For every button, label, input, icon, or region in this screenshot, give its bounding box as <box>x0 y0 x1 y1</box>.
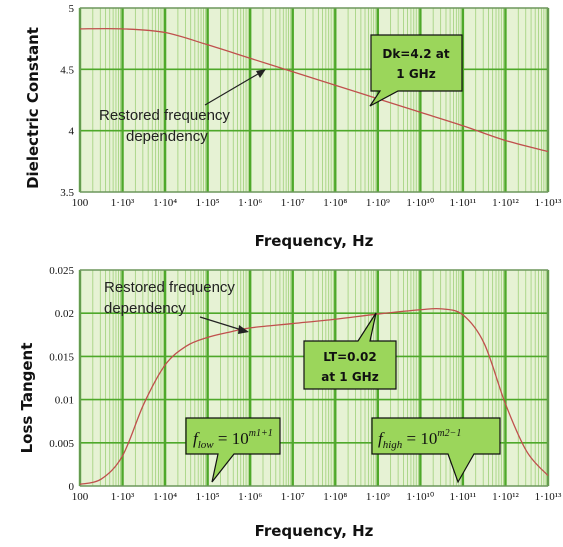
top-callout-shape <box>369 34 463 107</box>
x-tick-label: 1·10³ <box>111 491 135 503</box>
x-tick-label: 1·10¹⁰ <box>406 491 434 503</box>
x-tick-label: 1·10⁵ <box>196 491 220 503</box>
dielectric-constant-line <box>79 27 549 153</box>
flow-formula: flow = 10m1+1 <box>193 428 273 451</box>
y-tick-label: 4.5 <box>60 64 74 76</box>
bottom-plot-frame <box>79 269 549 487</box>
top-callout: Dk=4.2 at 1 GHz <box>369 34 463 107</box>
x-tick-label: 1·10⁹ <box>366 491 390 503</box>
x-tick-label: 1·10¹³ <box>535 491 562 503</box>
bottom-lt-callout: LT=0.02 at 1 GHz <box>303 312 397 390</box>
x-tick-label: 1·10¹² <box>492 197 519 209</box>
x-tick-label: 1·10⁶ <box>238 197 262 209</box>
y-tick-label: 0.01 <box>55 395 74 407</box>
flow-exp: m1+1 <box>249 428 273 439</box>
y-tick-label: 0 <box>69 481 75 493</box>
y-tick-label: 0.015 <box>49 351 74 363</box>
y-tick-label: 0.005 <box>49 438 74 450</box>
x-tick-label: 1·10¹² <box>492 491 519 503</box>
x-tick-label: 1·10¹⁰ <box>406 197 434 209</box>
x-tick-label: 1·10⁴ <box>153 491 177 503</box>
top-callout-line-1: Dk=4.2 at <box>382 47 450 61</box>
x-tick-label: 1·10⁷ <box>281 197 305 209</box>
top-y-ticks: 3.5 4 4.5 5 <box>60 3 74 199</box>
flow-callout-shape <box>185 417 281 483</box>
y-tick-label: 0.02 <box>55 308 74 320</box>
x-tick-label: 1·10¹¹ <box>450 491 477 503</box>
top-plot-frame <box>79 7 549 193</box>
bottom-note-arrowhead <box>238 325 249 334</box>
top-callout-line-2: 1 GHz <box>396 67 435 81</box>
flow-eq: = 10 <box>214 429 249 448</box>
y-tick-label: 5 <box>69 3 75 15</box>
top-note-line-1: Restored frequency <box>99 107 230 124</box>
x-tick-label: 1·10¹¹ <box>450 197 477 209</box>
bottom-lt-callout-shape <box>303 312 397 390</box>
x-tick-label: 1·10⁸ <box>323 197 347 209</box>
top-note-arrow <box>204 70 264 106</box>
flow-sub: low <box>198 439 215 451</box>
bottom-y-ticks: 0 0.005 0.01 0.015 0.02 0.025 <box>49 265 74 493</box>
flow-callout: flow = 10m1+1 <box>185 417 281 483</box>
x-tick-label: 1·10⁷ <box>281 491 305 503</box>
loss-tangent-chart: 0 0.005 0.01 0.015 0.02 0.025 100 1·10³ 1·10⁴ 1·… <box>18 265 562 540</box>
fhigh-callout: fhigh = 10m2−1 <box>371 417 501 484</box>
fhigh-exp: m2−1 <box>437 428 461 439</box>
flow-base: f <box>193 429 200 448</box>
x-tick-label: 1·10⁵ <box>196 197 220 209</box>
top-note-arrowhead <box>256 69 266 78</box>
bottom-y-axis-title: Loss Tangent <box>18 343 36 454</box>
top-note-line-2: dependency <box>126 128 208 145</box>
fhigh-base: f <box>378 429 385 448</box>
bottom-x-axis-title: Frequency, Hz <box>255 522 374 540</box>
bottom-note-arrow <box>199 316 246 332</box>
bottom-note-line-2: dependency <box>104 300 186 317</box>
bottom-note-line-1: Restored frequency <box>104 279 235 296</box>
x-tick-label: 100 <box>72 491 89 503</box>
y-tick-label: 0.025 <box>49 265 74 277</box>
top-plot-area <box>80 8 548 192</box>
x-tick-label: 1·10⁸ <box>323 491 347 503</box>
x-tick-label: 1·10⁹ <box>366 197 390 209</box>
top-x-axis-title: Frequency, Hz <box>255 232 374 250</box>
x-tick-label: 1·10⁶ <box>238 491 262 503</box>
y-tick-label: 3.5 <box>60 187 74 199</box>
bottom-lt-callout-line-1: LT=0.02 <box>323 350 377 364</box>
top-y-axis-title: Dielectric Constant <box>24 27 42 189</box>
bottom-x-ticks: 100 1·10³ 1·10⁴ 1·10⁵ 1·10⁶ 1·10⁷ 1·10⁸ 1·10⁹ 1·… <box>72 491 562 503</box>
fhigh-formula: fhigh = 10m2−1 <box>378 428 461 451</box>
fhigh-sub: high <box>383 439 403 451</box>
bottom-lt-callout-line-2: at 1 GHz <box>321 370 378 384</box>
y-tick-label: 4 <box>69 126 75 138</box>
top-x-ticks: 100 1·10³ 1·10⁴ 1·10⁵ 1·10⁶ 1·10⁷ 1·10⁸ 1·10⁹ 1·… <box>72 197 562 209</box>
x-tick-label: 1·10⁴ <box>153 197 177 209</box>
dielectric-constant-chart: 3.5 4 4.5 5 100 1·10³ 1·10⁴ 1·10⁵ 1·10⁶ 1·10⁷ 1·1… <box>24 3 562 250</box>
x-tick-label: 1·10³ <box>111 197 135 209</box>
fhigh-callout-shape <box>371 417 501 484</box>
x-tick-label: 1·10¹³ <box>535 197 562 209</box>
x-tick-label: 100 <box>72 197 89 209</box>
fhigh-eq: = 10 <box>402 429 437 448</box>
loss-tangent-line <box>79 307 549 485</box>
